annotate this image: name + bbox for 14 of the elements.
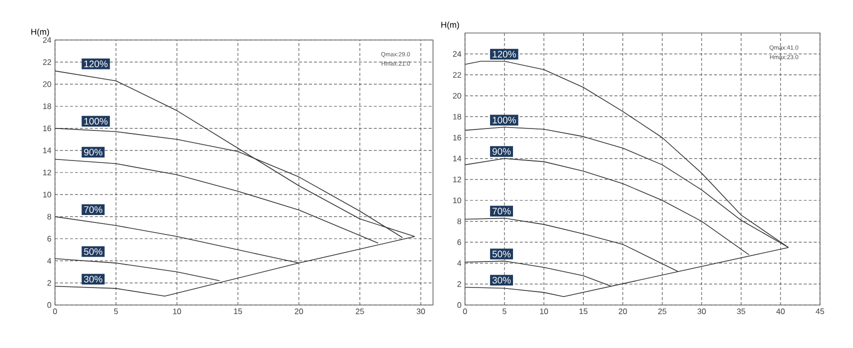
y-axis-title: H(m) bbox=[31, 28, 49, 36]
series-label: 90% bbox=[84, 148, 102, 156]
series-label: 50% bbox=[84, 248, 102, 255]
series-label: 100% bbox=[492, 116, 516, 124]
y-axis-title: H(m) bbox=[441, 22, 459, 30]
series-label: 120% bbox=[492, 50, 516, 58]
series-label: 50% bbox=[492, 250, 511, 258]
series-label: 120% bbox=[84, 60, 108, 68]
series-label: 30% bbox=[492, 276, 511, 284]
series-label: 70% bbox=[492, 208, 511, 214]
series-label: 100% bbox=[84, 118, 108, 125]
series-label: 90% bbox=[492, 148, 511, 155]
series-label: 30% bbox=[84, 276, 102, 283]
series-label: 70% bbox=[84, 206, 102, 213]
